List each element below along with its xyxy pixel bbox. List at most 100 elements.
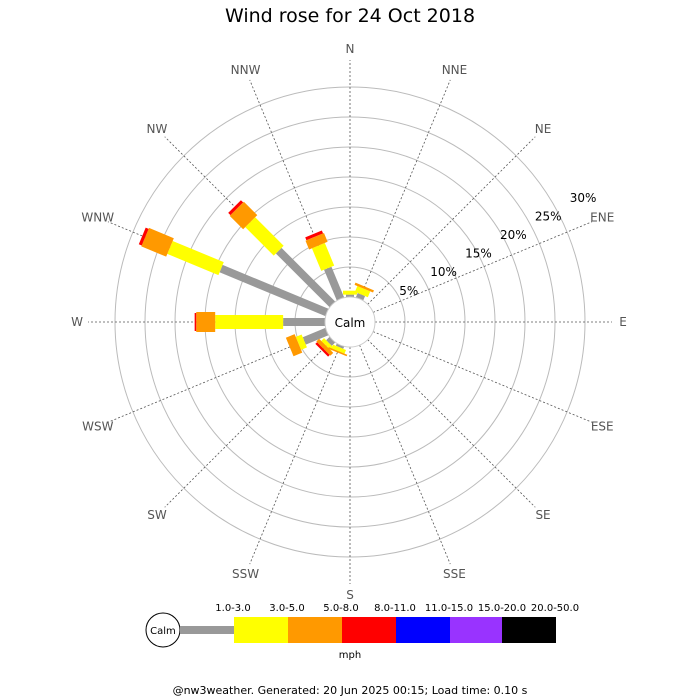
bar-segment-ssw-1.0-3.0 xyxy=(335,343,345,349)
bar-segment-nne-3.0-5.0 xyxy=(354,286,371,298)
grid-spoke xyxy=(359,79,451,300)
direction-label-sw: SW xyxy=(147,508,167,522)
bar-segment-nw-3.0-5.0 xyxy=(245,217,284,256)
direction-label-wnw: WNW xyxy=(81,211,114,225)
direction-label-n: N xyxy=(346,42,355,56)
bar-segment-w-3.0-5.0 xyxy=(215,315,284,329)
direction-label-ese: ESE xyxy=(591,419,614,433)
calm-circle xyxy=(324,296,376,348)
bar-segment-sw-8.0-11.0 xyxy=(315,342,330,357)
grid-spoke xyxy=(107,331,328,423)
bar-segment-n-3.0-5.0 xyxy=(343,290,357,295)
direction-label-w: W xyxy=(71,315,83,329)
legend-swatch-5.0-8.0 xyxy=(288,617,342,643)
grid-spoke xyxy=(359,344,451,565)
legend-label-5.0-8.0: 5.0-8.0 xyxy=(323,603,358,614)
legend-label-15.0-20.0: 15.0-20.0 xyxy=(478,603,526,614)
bar-segment-w-1.0-3.0 xyxy=(283,318,325,326)
percent-label: 20% xyxy=(500,228,527,242)
bar-segment-nne-1.0-3.0 xyxy=(355,292,366,301)
legend-label-11.0-15.0: 11.0-15.0 xyxy=(425,603,473,614)
percent-label: 5% xyxy=(399,284,418,298)
direction-label-se: SE xyxy=(535,508,550,522)
percent-label: 15% xyxy=(465,247,492,261)
legend-unit: mph xyxy=(339,650,361,661)
legend-calm-label: Calm xyxy=(150,626,176,637)
grid-spoke xyxy=(164,136,333,305)
grid-spoke xyxy=(372,331,593,423)
percent-label: 30% xyxy=(570,191,597,205)
grid-spoke xyxy=(367,339,536,508)
legend-label-3.0-5.0: 3.0-5.0 xyxy=(269,603,304,614)
grid-spoke xyxy=(249,344,341,565)
bar-segment-ssw-3.0-5.0 xyxy=(331,344,346,354)
calm-center: Calm xyxy=(324,296,376,348)
bar-segment-w-5.0-8.0 xyxy=(196,312,216,332)
direction-label-sse: SSE xyxy=(443,567,466,581)
direction-label-e: E xyxy=(619,315,627,329)
radial-grid xyxy=(88,60,612,584)
bar-segment-sw-1.0-3.0 xyxy=(326,336,336,346)
wind-bars xyxy=(138,200,374,357)
direction-label-ssw: SSW xyxy=(232,567,259,581)
bar-segment-wsw-3.0-5.0 xyxy=(295,334,307,350)
legend-swatch-8.0-11.0 xyxy=(342,617,396,643)
bar-group-nw xyxy=(228,200,336,308)
bar-segment-wnw-1.0-3.0 xyxy=(219,264,329,317)
bar-segment-nw-1.0-3.0 xyxy=(275,247,336,308)
legend-swatch-11.0-15.0 xyxy=(396,617,450,643)
bar-group-ssw xyxy=(328,343,348,357)
bar-segment-n-1.0-3.0 xyxy=(346,294,354,297)
bar-segment-nne-5.0-8.0 xyxy=(354,282,374,293)
bar-segment-nw-5.0-8.0 xyxy=(229,201,258,230)
bar-segment-wsw-5.0-8.0 xyxy=(285,334,303,357)
bar-segment-ssw-5.0-8.0 xyxy=(328,347,348,357)
calm-label: Calm xyxy=(335,316,366,330)
chart-title: Wind rose for 24 Oct 2018 xyxy=(224,5,476,27)
grid-spoke xyxy=(164,339,333,508)
footer-credit: @nw3weather. Generated: 20 Jun 2025 00:1… xyxy=(172,684,528,697)
direction-label-nnw: NNW xyxy=(231,63,261,77)
percent-labels: 5% 10% 15% 20% 25% 30% xyxy=(399,191,596,298)
legend-swatch-3.0-5.0 xyxy=(234,617,288,643)
direction-label-ene: ENE xyxy=(590,211,614,225)
bar-segment-wsw-1.0-3.0 xyxy=(302,327,329,345)
bar-group-nnw xyxy=(305,230,345,301)
bar-segment-wnw-3.0-5.0 xyxy=(167,240,224,276)
percent-label: 10% xyxy=(430,265,457,279)
grid-spoke xyxy=(367,136,536,305)
legend-swatch-15.0-20.0 xyxy=(450,617,502,643)
bar-segment-nnw-8.0-11.0 xyxy=(305,230,324,241)
bar-group-wnw xyxy=(138,227,329,317)
bar-segment-nnw-3.0-5.0 xyxy=(311,242,335,271)
legend-label-8.0-11.0: 8.0-11.0 xyxy=(374,603,416,614)
bar-group-n xyxy=(343,290,357,297)
bar-segment-sw-3.0-5.0 xyxy=(321,338,334,351)
bar-group-wsw xyxy=(285,327,329,357)
direction-label-wsw: WSW xyxy=(82,419,113,433)
bar-segment-nnw-5.0-8.0 xyxy=(305,233,328,250)
bar-segment-nnw-1.0-3.0 xyxy=(324,266,345,301)
grid-spoke xyxy=(372,221,593,313)
direction-labels: N NNE NE ENE E ESE SE SSE S SSW SW WSW W WNW NW NNW xyxy=(71,42,627,602)
legend-swatch-1.0-3.0 xyxy=(180,626,234,634)
direction-label-s: S xyxy=(346,588,354,602)
speed-legend: Calm 1.0-3.0 3.0-5.0 5.0-8.0 8.0-11.0 11.0-15… xyxy=(145,603,579,661)
bar-segment-w-8.0-11.0 xyxy=(194,313,197,331)
bar-group-w xyxy=(194,312,325,332)
direction-label-nw: NW xyxy=(147,122,168,136)
bar-group-sw xyxy=(315,336,336,357)
grid-spoke xyxy=(249,79,341,300)
bar-segment-wnw-8.0-11.0 xyxy=(138,227,149,246)
legend-swatch-20.0-50.0 xyxy=(502,617,556,643)
bar-segment-nw-8.0-11.0 xyxy=(228,200,244,216)
legend-label-20.0-50.0: 20.0-50.0 xyxy=(531,603,579,614)
percent-label: 25% xyxy=(535,210,562,224)
direction-label-nne: NNE xyxy=(442,63,468,77)
bar-segment-sw-5.0-8.0 xyxy=(316,338,334,356)
bar-segment-wnw-5.0-8.0 xyxy=(141,227,174,257)
bar-group-nne xyxy=(354,282,374,301)
legend-label-1.0-3.0: 1.0-3.0 xyxy=(215,603,250,614)
direction-label-ne: NE xyxy=(535,122,552,136)
